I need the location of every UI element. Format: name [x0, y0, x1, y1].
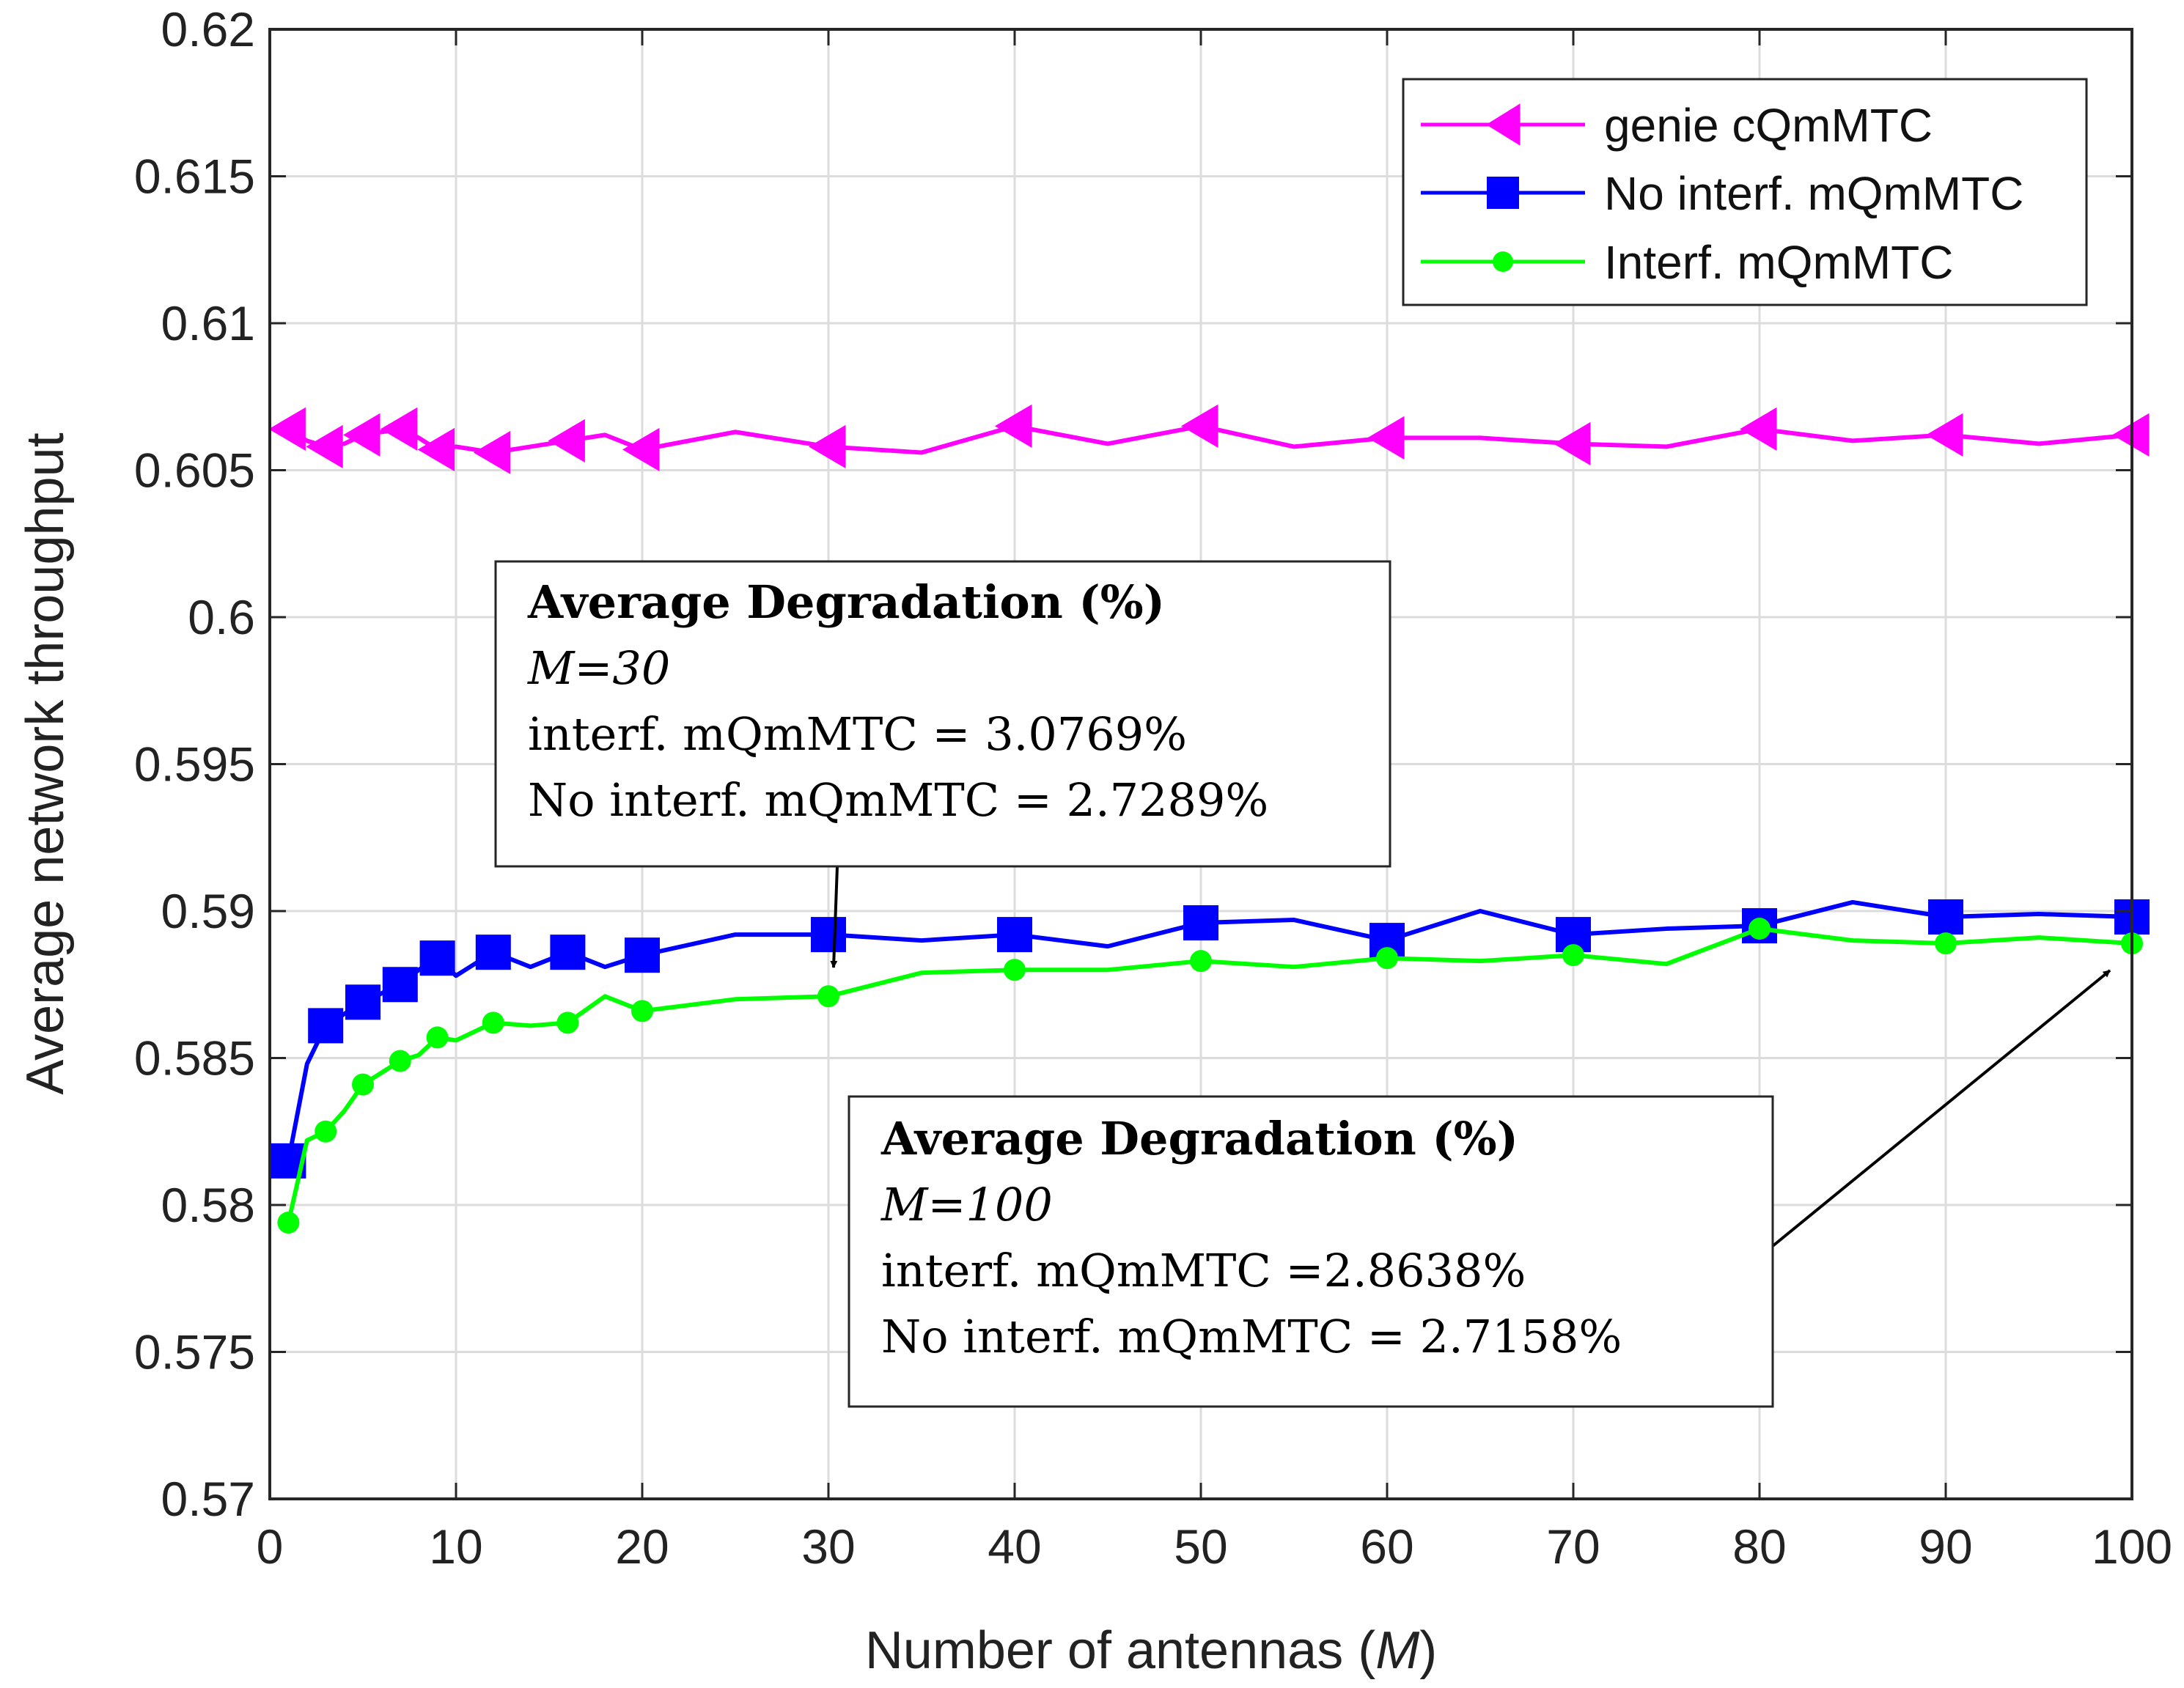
annotation-m100-title: Average Degradation (%) [880, 1112, 1518, 1165]
data-point-interf [1376, 947, 1398, 970]
data-point-genie [809, 424, 846, 469]
y-tick-label: 0.61 [161, 296, 255, 350]
data-point-genie [548, 419, 585, 463]
x-axis-label: Number of antennas (M) [865, 1621, 1437, 1680]
x-tick-label: 10 [429, 1519, 482, 1574]
data-point-genie [1181, 404, 1218, 448]
data-point-genie [343, 413, 380, 457]
data-point-interf [277, 1212, 300, 1234]
x-tick-label: 60 [1360, 1519, 1413, 1574]
series-line-interf [286, 926, 2133, 1223]
data-point-genie [995, 404, 1032, 448]
data-point-no-interf [550, 935, 586, 970]
data-point-genie [622, 427, 660, 472]
data-point-genie [1367, 416, 1405, 460]
annotation-m30-subtitle: M=30 [527, 641, 670, 695]
annotation-m100: Average Degradation (%) M=100 interf. mQ… [848, 969, 2111, 1408]
data-point-genie [1554, 421, 1591, 466]
x-tick-label: 70 [1546, 1519, 1600, 1574]
annotation-m100-line1: interf. mQmMTC =2.8638% [881, 1244, 1526, 1297]
legend-label-interf: Interf. mQmMTC [1604, 236, 1953, 289]
y-tick-label: 0.605 [134, 443, 255, 498]
annotation-m30-box [494, 560, 1391, 868]
legend-label-no-interf: No interf. mQmMTC [1604, 167, 2023, 220]
data-point-genie [473, 430, 511, 475]
data-point-no-interf [1183, 905, 1218, 941]
legend: genie cQmMTC No interf. mQmMTC Interf. m… [1402, 78, 2088, 306]
x-tick-label: 20 [615, 1519, 669, 1574]
tick-layer: 0 10 20 30 40 50 60 70 80 90 100 0.57 0.575 0.58 0.585… [134, 2, 2172, 1574]
data-point-interf [556, 1011, 579, 1034]
y-tick-label: 0.585 [134, 1031, 255, 1086]
data-point-no-interf [345, 984, 380, 1020]
y-tick-label: 0.575 [134, 1325, 255, 1379]
x-tick-label: 0 [257, 1519, 284, 1574]
data-point-genie [417, 427, 455, 472]
y-axis-label: Average network throughput [16, 432, 75, 1094]
data-point-genie [268, 407, 306, 451]
annotation-m100-box [848, 1095, 1774, 1408]
x-tick-label: 100 [2092, 1519, 2172, 1574]
data-point-no-interf [475, 935, 511, 970]
annotation-m30: Average Degradation (%) M=30 interf. mQm… [494, 560, 1391, 968]
data-point-interf [352, 1073, 374, 1096]
y-tick-label: 0.615 [134, 150, 255, 204]
data-point-genie [1926, 413, 1963, 457]
annotation-m100-line2: No interf. mQmMTC = 2.7158% [881, 1310, 1622, 1363]
y-tick-label: 0.595 [134, 737, 255, 792]
x-tick-label: 40 [988, 1519, 1041, 1574]
data-point-interf [1190, 950, 1212, 973]
annotation-m30-arrow [830, 866, 839, 968]
data-point-interf [426, 1026, 449, 1049]
x-axis-label-var: M [1375, 1621, 1419, 1680]
x-tick-label: 30 [801, 1519, 855, 1574]
data-point-interf [315, 1120, 337, 1143]
data-point-interf [389, 1050, 411, 1072]
series-layer [268, 404, 2150, 1234]
data-point-no-interf [419, 940, 455, 976]
x-axis-label-text: Number of antennas [865, 1621, 1343, 1680]
x-tick-label: 80 [1732, 1519, 1786, 1574]
data-point-interf [631, 1000, 653, 1022]
data-point-interf [1562, 944, 1584, 967]
y-tick-label: 0.58 [161, 1178, 255, 1232]
series-line-no-interf [286, 899, 2133, 1162]
x-tick-label: 90 [1919, 1519, 1972, 1574]
data-point-no-interf [625, 937, 660, 973]
data-point-genie [380, 407, 418, 451]
legend-label-genie: genie cQmMTC [1604, 99, 1933, 152]
y-tick-label: 0.6 [188, 590, 255, 644]
legend-marker-genie [1486, 103, 1521, 146]
data-point-no-interf [382, 967, 418, 1003]
annotation-m30-line2: No interf. mQmMTC = 2.7289% [528, 773, 1268, 827]
data-point-no-interf [308, 1008, 344, 1044]
data-point-interf [1749, 918, 1771, 940]
y-tick-label: 0.62 [161, 2, 255, 56]
x-tick-label: 50 [1174, 1519, 1227, 1574]
data-point-no-interf [1928, 899, 1963, 935]
legend-marker-interf [1493, 251, 1513, 272]
annotation-m30-title: Average Degradation (%) [527, 575, 1165, 629]
annotation-m30-line1: interf. mQmMTC = 3.0769% [528, 707, 1187, 761]
data-point-interf [1004, 959, 1026, 981]
data-point-interf [817, 985, 839, 1008]
data-point-interf [1935, 932, 1957, 955]
annotation-m100-arrow [1771, 969, 2111, 1247]
y-tick-label: 0.59 [161, 884, 255, 938]
annotation-m100-subtitle: M=100 [880, 1178, 1053, 1231]
data-point-no-interf [997, 917, 1032, 953]
data-point-interf [482, 1011, 504, 1034]
data-point-genie [306, 424, 343, 469]
y-tick-label: 0.57 [161, 1472, 255, 1526]
data-point-genie [1740, 407, 1777, 451]
data-point-no-interf [811, 917, 846, 953]
legend-marker-no-interf [1487, 177, 1519, 209]
series-line-genie [287, 424, 2133, 455]
